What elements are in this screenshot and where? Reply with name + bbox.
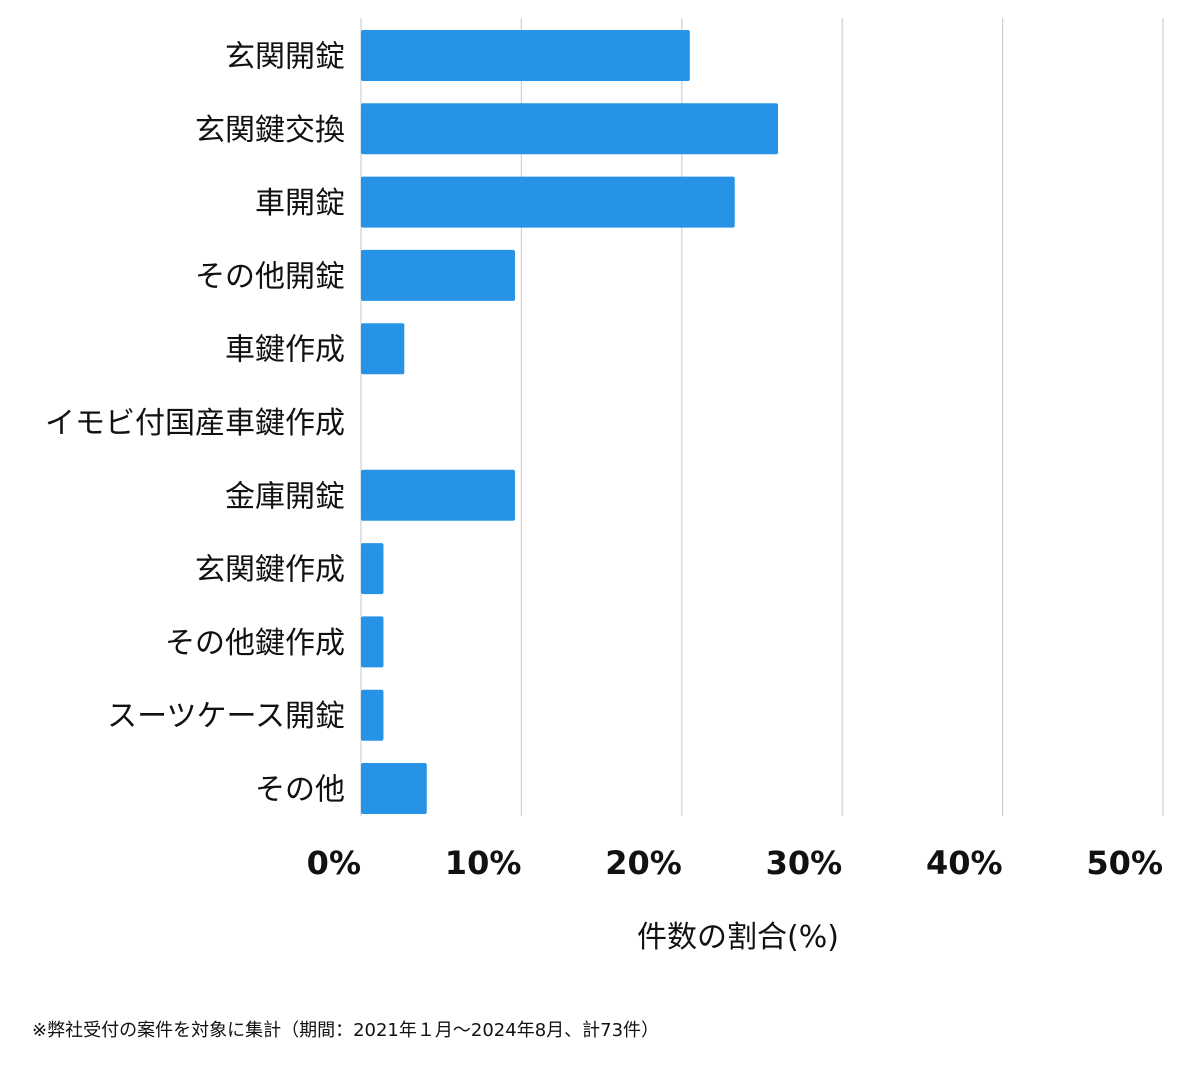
category-label: スーツケース開錠 [107,699,345,734]
bars [361,30,779,814]
bar [361,249,515,301]
bar [361,763,427,814]
category-label: イモビ付国産車鍵作成 [45,406,345,441]
category-label: 玄関鍵作成 [195,553,345,588]
x-tick-label: 20% [605,844,682,882]
category-label: その他 [255,773,345,808]
bar [361,689,384,741]
category-label: その他開錠 [195,259,345,294]
x-tick-label: 30% [766,844,843,882]
category-label: 玄関開錠 [225,40,345,75]
category-label: 車開錠 [255,186,345,221]
bar [361,323,405,375]
category-labels: 玄関開錠玄関鍵交換車開錠その他開錠車鍵作成イモビ付国産車鍵作成金庫開錠玄関鍵作成… [45,40,345,808]
x-tick-label: 40% [926,844,1003,882]
x-axis-title: 件数の割合(%) [637,920,839,955]
x-tick-labels: 0% 10% 20% 30% 40% 50% [307,844,1163,882]
footnote: ※弊社受付の案件を対象に集計（期間：2021年１月～2024年8月、計73件） [32,1020,660,1041]
x-tick-label: 50% [1086,844,1163,882]
bar [361,543,384,595]
category-label: 玄関鍵交換 [195,113,345,148]
bar [361,103,779,155]
x-tick-label: 0% [307,844,361,882]
bar-chart: 玄関開錠玄関鍵交換車開錠その他開錠車鍵作成イモビ付国産車鍵作成金庫開錠玄関鍵作成… [45,18,1164,955]
bar [361,30,690,81]
bar [361,176,735,228]
category-label: 金庫開錠 [225,479,345,514]
bar [361,616,384,668]
bar [361,469,515,521]
x-tick-label: 10% [445,844,522,882]
category-label: 車鍵作成 [225,333,345,368]
category-label: その他鍵作成 [165,626,345,661]
